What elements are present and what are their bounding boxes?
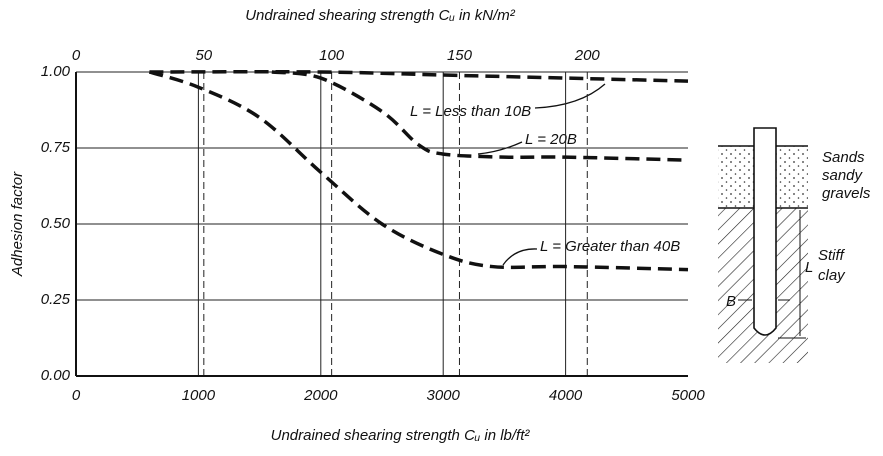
x2-tick-label: 100	[319, 47, 345, 64]
series-line	[149, 72, 688, 81]
pile	[754, 128, 776, 335]
y-tick-label: 0.25	[41, 291, 71, 308]
y-tick-label: 0.00	[41, 367, 71, 384]
chart: Undrained shearing strength Cᵤ in kN/m² …	[0, 0, 883, 451]
dimension-label: L	[805, 259, 813, 276]
series-label: L = 20B	[525, 131, 577, 148]
y-tick-label: 1.00	[41, 63, 71, 80]
x-tick-label: 1000	[182, 387, 216, 404]
layer-label: gravels	[822, 185, 871, 202]
pile-diagram: Sands sandy gravels Stiff clay L B	[718, 128, 871, 363]
x-tick-label: 5000	[671, 387, 705, 404]
x2-axis-title: Undrained shearing strength Cᵤ in kN/m²	[245, 7, 516, 24]
series-label: L = Greater than 40B	[540, 238, 680, 255]
layer-label: sandy	[822, 167, 864, 184]
y-tick-label: 0.50	[41, 215, 71, 232]
layer-label: clay	[818, 267, 846, 284]
x2-tick-label: 150	[447, 47, 473, 64]
x2-tick-label: 0	[72, 47, 81, 64]
annotation-arrow	[535, 84, 605, 108]
x-tick-label: 0	[72, 387, 81, 404]
series-label: L = Less than 10B	[410, 103, 531, 120]
x-tick-label: 4000	[549, 387, 583, 404]
dimension-label: B	[726, 293, 736, 310]
layer-label: Sands	[822, 149, 865, 166]
annotation-arrow	[503, 249, 537, 265]
x-tick-label: 2000	[303, 387, 338, 404]
x-tick-label: 3000	[427, 387, 461, 404]
x2-tick-label: 200	[574, 47, 601, 64]
y-tick-label: 0.75	[41, 139, 71, 156]
y-axis-title: Adhesion factor	[9, 171, 26, 277]
layer-label: Stiff	[818, 247, 846, 264]
x-axis-title: Undrained shearing strength Cᵤ in lb/ft²	[271, 427, 531, 444]
x2-tick-label: 50	[195, 47, 212, 64]
